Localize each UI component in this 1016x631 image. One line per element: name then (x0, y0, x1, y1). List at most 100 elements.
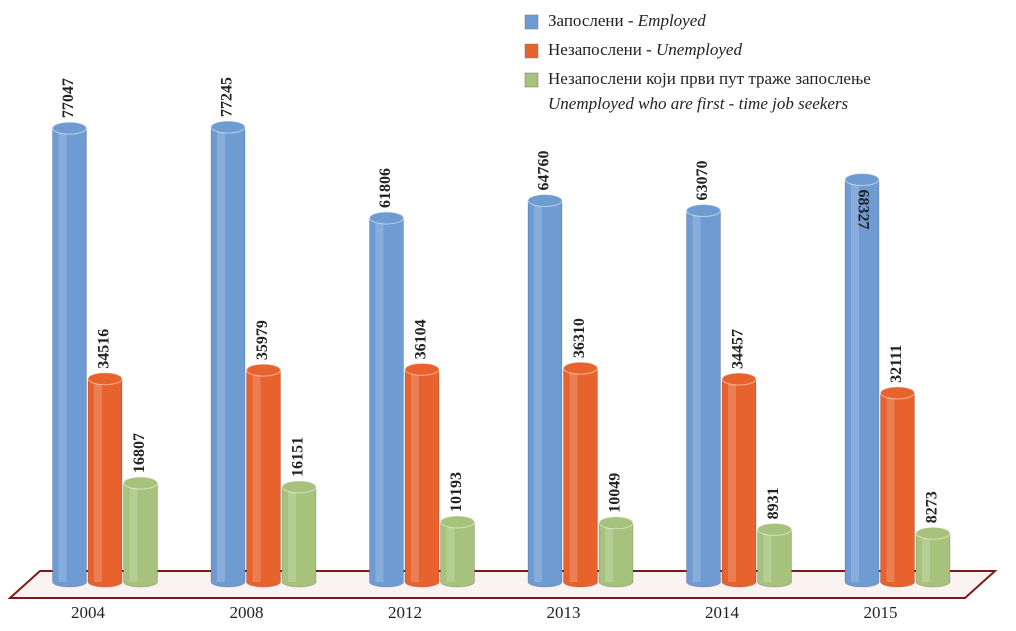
bar-shine (851, 179, 859, 582)
data-label: 34516 (96, 329, 113, 369)
bar-cap (281, 480, 317, 494)
bar-cap (844, 173, 880, 187)
bar-body (915, 532, 951, 588)
bar-cap (598, 516, 634, 530)
bar-cap (686, 203, 721, 217)
bar (404, 362, 440, 588)
bar (721, 372, 757, 588)
bar-cap (563, 361, 598, 375)
data-label: 64760 (536, 151, 553, 191)
legend-line: Unemployed who are first - time job seek… (548, 94, 848, 113)
data-label: 32111 (888, 345, 905, 383)
bar-shine (922, 533, 930, 582)
x-tick-label: 2015 (864, 603, 898, 622)
legend-text: Unemployed (656, 40, 742, 59)
data-label: 16807 (131, 433, 148, 473)
bar (757, 522, 792, 588)
bar (246, 363, 281, 588)
bar-body (721, 378, 757, 588)
x-tick-label: 2012 (388, 603, 422, 622)
data-label: 10049 (607, 473, 624, 513)
bar-body (563, 367, 598, 588)
bar-shine (605, 522, 613, 582)
bar-cap (527, 194, 563, 208)
bar-shine (763, 529, 772, 582)
bar (281, 480, 317, 588)
data-label: 8273 (924, 491, 941, 523)
bar (527, 194, 563, 588)
data-label: 77047 (60, 78, 77, 118)
bar (880, 386, 915, 588)
legend-text: Незапослени - (548, 40, 656, 59)
legend-label: Незапослени - Unemployed (548, 40, 742, 59)
legend-text: Запослени - (548, 11, 638, 30)
legend-label: Запослени - Employed (548, 11, 706, 30)
data-label: 63070 (694, 160, 711, 200)
bar-body (281, 486, 317, 588)
bar-cap (880, 386, 915, 400)
bar-cap (87, 372, 123, 386)
bar-shine (94, 378, 102, 582)
bar-shine (534, 200, 542, 582)
data-label: 35979 (254, 320, 271, 360)
data-label: 34457 (730, 329, 747, 369)
data-label: 16151 (290, 437, 307, 477)
data-label: 36104 (413, 319, 430, 359)
bar-body (527, 200, 563, 588)
legend-swatch (524, 14, 539, 30)
bar (87, 372, 123, 588)
bar-cap (915, 526, 951, 540)
bar-cap (440, 515, 475, 529)
bar-body (844, 179, 880, 588)
bar-cap (52, 121, 87, 135)
bar-shine (288, 486, 296, 582)
bar-shine (411, 369, 419, 582)
bar (369, 211, 404, 588)
bar (210, 120, 246, 588)
x-tick-label: 2014 (705, 603, 740, 622)
bar-body (880, 392, 915, 588)
x-tick-label: 2004 (71, 603, 106, 622)
x-tick-label: 2013 (547, 603, 581, 622)
bar-shine (886, 392, 895, 582)
data-label: 10193 (448, 472, 465, 512)
x-tick-label: 2008 (230, 603, 264, 622)
bar-cap (123, 476, 158, 490)
bar-cap (210, 120, 246, 134)
bar-cap (721, 372, 757, 386)
bar (123, 476, 158, 588)
bar-shine (569, 368, 578, 582)
data-label: 77245 (219, 77, 236, 117)
legend-text: Employed (637, 11, 706, 30)
bar (563, 361, 598, 588)
bar (915, 526, 951, 588)
bar-cap (757, 522, 792, 536)
bar-shine (375, 217, 384, 582)
bar-body (210, 126, 246, 588)
bar-shine (217, 127, 225, 582)
bar-shine (58, 128, 67, 582)
data-label: 36310 (571, 318, 588, 358)
bar (598, 516, 634, 588)
bar-body (87, 378, 123, 588)
bar-shine (252, 370, 261, 582)
bar (440, 515, 475, 588)
bar-body (369, 217, 404, 588)
bar (52, 121, 87, 588)
legend-swatch (524, 43, 539, 59)
bar-body (123, 482, 158, 588)
bar-shine (692, 210, 701, 582)
bar-shine (728, 379, 736, 582)
data-label: 61806 (377, 168, 394, 208)
bar-cap (246, 363, 281, 377)
bar-body (686, 209, 721, 588)
bar-shine (446, 521, 455, 582)
bar-shine (129, 483, 138, 582)
bar-body (757, 528, 792, 588)
bar (686, 203, 721, 588)
bar-body (246, 369, 281, 588)
data-label: 68327 (854, 190, 871, 230)
bar-body (404, 368, 440, 588)
bar-cap (369, 211, 404, 225)
